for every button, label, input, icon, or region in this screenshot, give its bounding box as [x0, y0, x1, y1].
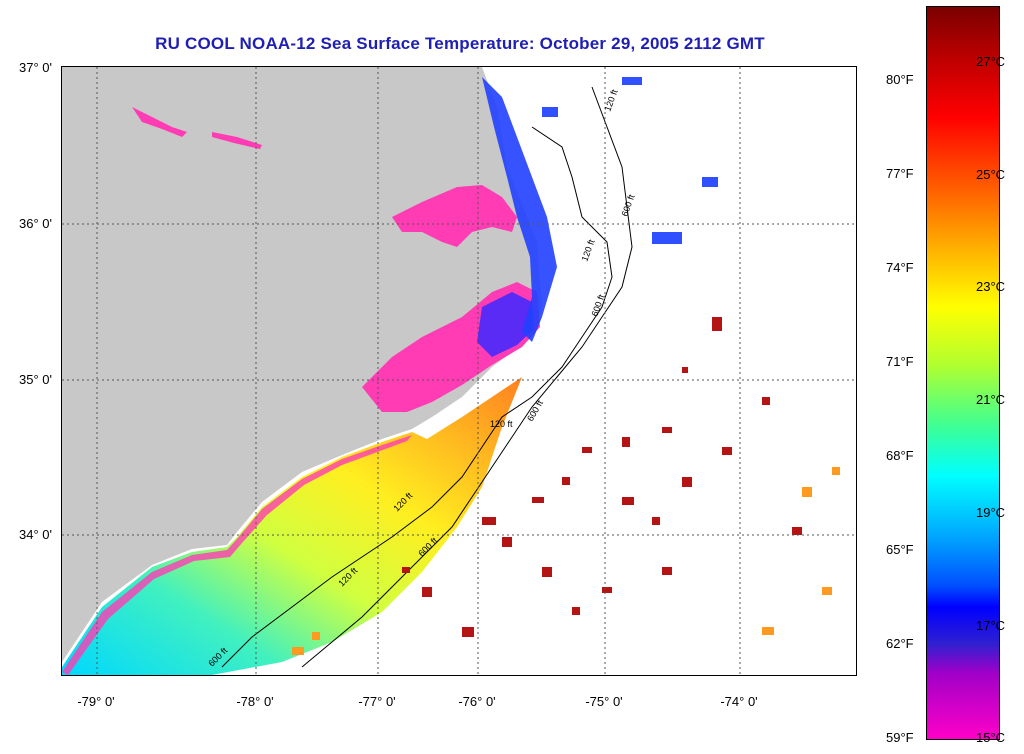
- lat-label: 35° 0': [19, 372, 52, 387]
- fahrenheit-label: 68°F: [886, 448, 914, 463]
- chesapeake-river: [132, 107, 187, 137]
- lon-label: -79° 0': [77, 694, 115, 709]
- celsius-label: 15°C: [976, 730, 1006, 745]
- isobath-120: [221, 126, 613, 668]
- celsius-label: 17°C: [976, 618, 1006, 633]
- map-title: RU COOL NOAA-12 Sea Surface Temperature:…: [155, 34, 765, 53]
- pamlico-cold: [477, 292, 534, 357]
- albemarle-sound: [392, 185, 517, 247]
- lon-label: -76° 0': [458, 694, 496, 709]
- fahrenheit-label: 65°F: [886, 542, 914, 557]
- celsius-label: 27°C: [976, 54, 1006, 69]
- offshore-warm-patches: [402, 317, 802, 637]
- lon-label: -74° 0': [720, 694, 758, 709]
- graticule: [62, 67, 856, 675]
- fahrenheit-label: 77°F: [886, 166, 914, 181]
- river-2: [212, 132, 262, 149]
- lon-label: -75° 0': [585, 694, 623, 709]
- fahrenheit-label: 59°F: [886, 730, 914, 745]
- isobath-label: 120 ft: [490, 419, 513, 429]
- fahrenheit-label: 62°F: [886, 636, 914, 651]
- fahrenheit-label: 80°F: [886, 72, 914, 87]
- isobath-label: 120 ft: [579, 238, 596, 263]
- temperature-colorbar: [926, 6, 1000, 740]
- isobath-label: 600 ft: [525, 398, 545, 423]
- fahrenheit-label: 74°F: [886, 260, 914, 275]
- sst-map-canvas: 120 ft 600 ft 120 ft 600 ft 120 ft 600 f…: [62, 67, 856, 675]
- offshore-cold-patches: [542, 77, 718, 244]
- isobath-label: 600 ft: [619, 193, 636, 218]
- celsius-label: 19°C: [976, 505, 1006, 520]
- celsius-label: 23°C: [976, 279, 1006, 294]
- lat-label: 34° 0': [19, 527, 52, 542]
- lat-label: 37° 0': [19, 60, 52, 75]
- isobath-label: 120 ft: [602, 88, 619, 113]
- offshore-orange-patches: [292, 467, 840, 655]
- lat-label: 36° 0': [19, 216, 52, 231]
- lon-label: -77° 0': [358, 694, 396, 709]
- celsius-label: 25°C: [976, 167, 1006, 182]
- lon-label: -78° 0': [236, 694, 274, 709]
- outer-banks-cold: [482, 77, 557, 342]
- celsius-label: 21°C: [976, 392, 1006, 407]
- fahrenheit-label: 71°F: [886, 354, 914, 369]
- isobath-600: [301, 86, 633, 668]
- shelf-water: [62, 377, 522, 675]
- sst-map: 120 ft 600 ft 120 ft 600 ft 120 ft 600 f…: [61, 66, 857, 676]
